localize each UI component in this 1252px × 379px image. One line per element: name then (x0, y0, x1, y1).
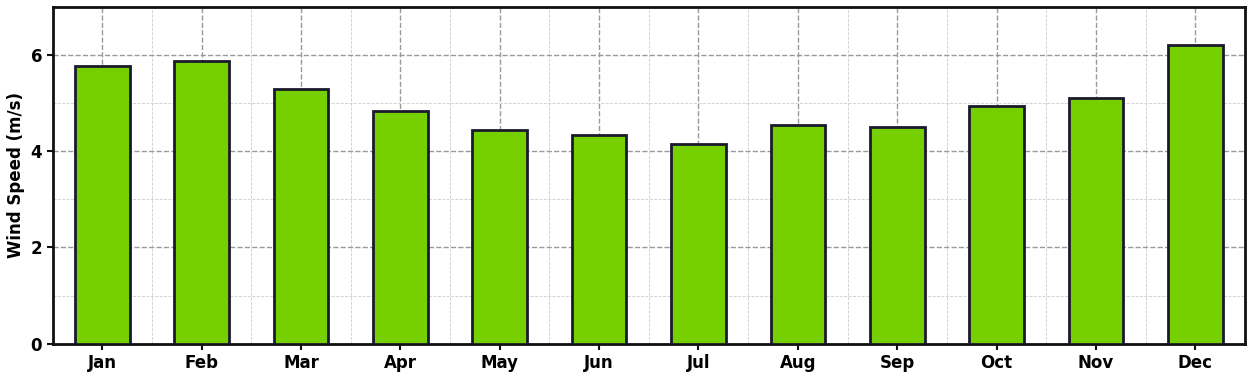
Bar (75, 66, 129, 344)
Bar (870, 127, 924, 344)
Bar (969, 105, 1024, 344)
Bar (373, 111, 428, 344)
Bar (572, 135, 626, 344)
Bar (274, 89, 328, 344)
Y-axis label: Wind Speed (m/s): Wind Speed (m/s) (8, 92, 25, 258)
Bar (472, 130, 527, 344)
Bar (1069, 98, 1123, 344)
Bar (1168, 45, 1223, 344)
Bar (671, 144, 726, 344)
Bar (770, 125, 825, 344)
Bar (174, 61, 229, 344)
